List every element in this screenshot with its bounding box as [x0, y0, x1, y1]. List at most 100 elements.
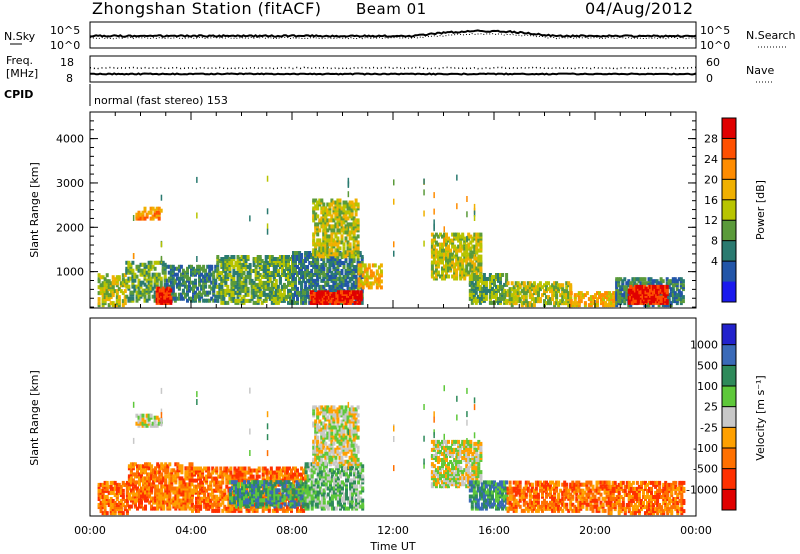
heatmap-cell	[137, 415, 141, 420]
heatmap-cell	[344, 216, 348, 221]
heatmap-cell	[289, 265, 292, 269]
heatmap-cell	[459, 246, 463, 251]
heatmap-cell	[358, 300, 362, 305]
heatmap-cell	[97, 482, 101, 487]
heatmap-cell	[354, 284, 358, 289]
heatmap-cell	[174, 470, 178, 475]
sparse-echoes	[132, 174, 476, 264]
heatmap-cell	[207, 466, 211, 471]
colorbar-segment	[722, 118, 736, 139]
heatmap-cell	[681, 299, 685, 304]
heatmap-cell	[180, 476, 184, 481]
heatmap-cell	[328, 261, 332, 265]
heatmap-cell	[246, 255, 250, 259]
cpid-label: CPID	[4, 88, 33, 101]
heatmap-cell	[275, 508, 279, 513]
heatmap-cell	[350, 299, 354, 304]
heatmap-cell	[315, 292, 319, 296]
heatmap-cell	[210, 272, 214, 277]
heatmap-cell	[169, 280, 173, 285]
heatmap-cell	[142, 476, 145, 481]
heatmap-cell	[528, 289, 532, 294]
heatmap-cell	[167, 270, 171, 275]
heatmap-cell	[139, 413, 143, 418]
heatmap-cell	[190, 478, 194, 483]
heatmap-cell	[266, 286, 270, 291]
heatmap-cell	[155, 206, 159, 211]
heatmap-cell	[242, 284, 246, 289]
velocity-heatmap-cells	[97, 385, 686, 516]
heatmap-cell	[131, 274, 135, 279]
heatmap-cell	[304, 298, 308, 303]
heatmap-cell	[198, 270, 202, 275]
heatmap-cell	[188, 506, 192, 511]
heatmap-cell	[250, 282, 254, 287]
heatmap-cell	[152, 500, 156, 505]
heatmap-cell	[659, 284, 663, 289]
heatmap-cell	[220, 294, 224, 299]
heatmap-cell	[330, 198, 334, 203]
heatmap-cell	[197, 470, 201, 475]
heatmap-cell	[432, 256, 436, 261]
heatmap-cell	[627, 293, 631, 298]
heatmap-cell	[263, 470, 267, 475]
heatmap-cell	[109, 301, 113, 306]
heatmap-cell	[192, 266, 195, 271]
heatmap-cell	[320, 278, 324, 283]
power-heatmap-cells	[97, 174, 685, 308]
heatmap-cell	[203, 476, 207, 481]
heatmap-cell	[340, 261, 344, 265]
heatmap-cell	[443, 237, 445, 244]
heatmap-cell	[342, 242, 346, 247]
heatmap-cell	[596, 297, 599, 302]
heatmap-cell	[621, 287, 625, 292]
heatmap-cell	[518, 297, 522, 302]
heatmap-cell	[237, 478, 241, 483]
heatmap-cell	[436, 234, 440, 239]
heatmap-cell	[310, 269, 314, 273]
heatmap-cell	[184, 472, 188, 477]
heatmap-cell	[167, 276, 171, 281]
heatmap-cell	[198, 264, 202, 269]
heatmap-cell	[497, 288, 500, 293]
heatmap-cell	[201, 470, 205, 475]
heatmap-cell	[573, 293, 577, 298]
heatmap-cell	[348, 212, 352, 217]
heatmap-cell	[198, 294, 202, 299]
heatmap-cell	[243, 470, 247, 475]
heatmap-cell	[352, 230, 356, 235]
colorbar-segment	[722, 281, 736, 303]
heatmap-cell	[165, 278, 169, 283]
heatmap-cell	[285, 470, 289, 475]
heatmap-cell	[173, 292, 177, 297]
heatmap-cell	[172, 486, 176, 491]
heatmap-cell	[443, 256, 446, 261]
heatmap-cell	[140, 478, 143, 483]
heatmap-cell	[281, 466, 285, 471]
heatmap-cell	[250, 294, 254, 299]
heatmap-cell	[281, 506, 285, 511]
heatmap-cell	[232, 255, 236, 259]
heatmap-cell	[160, 498, 164, 503]
heatmap-cell	[501, 290, 505, 295]
heatmap-cell	[153, 272, 157, 277]
heatmap-cell	[326, 222, 330, 227]
heatmap-cell	[673, 277, 677, 282]
heatmap-cell	[338, 198, 342, 203]
heatmap-cell	[354, 202, 358, 207]
heatmap-cell	[478, 296, 482, 301]
heatmap-cell	[506, 281, 510, 286]
heatmap-cell	[524, 299, 528, 304]
heatmap-cell	[302, 278, 306, 283]
heatmap-cell	[346, 252, 350, 257]
heatmap-cell	[270, 300, 274, 305]
heatmap-cell	[324, 280, 328, 285]
heatmap-cell	[459, 256, 463, 261]
heatmap-cell	[326, 290, 330, 295]
heatmap-cell	[123, 301, 127, 306]
heatmap-cell	[217, 480, 221, 485]
heatmap-cell	[204, 272, 208, 277]
heatmap-cell	[111, 503, 115, 507]
heatmap-cell	[326, 228, 330, 233]
heatmap-cell	[197, 504, 201, 509]
